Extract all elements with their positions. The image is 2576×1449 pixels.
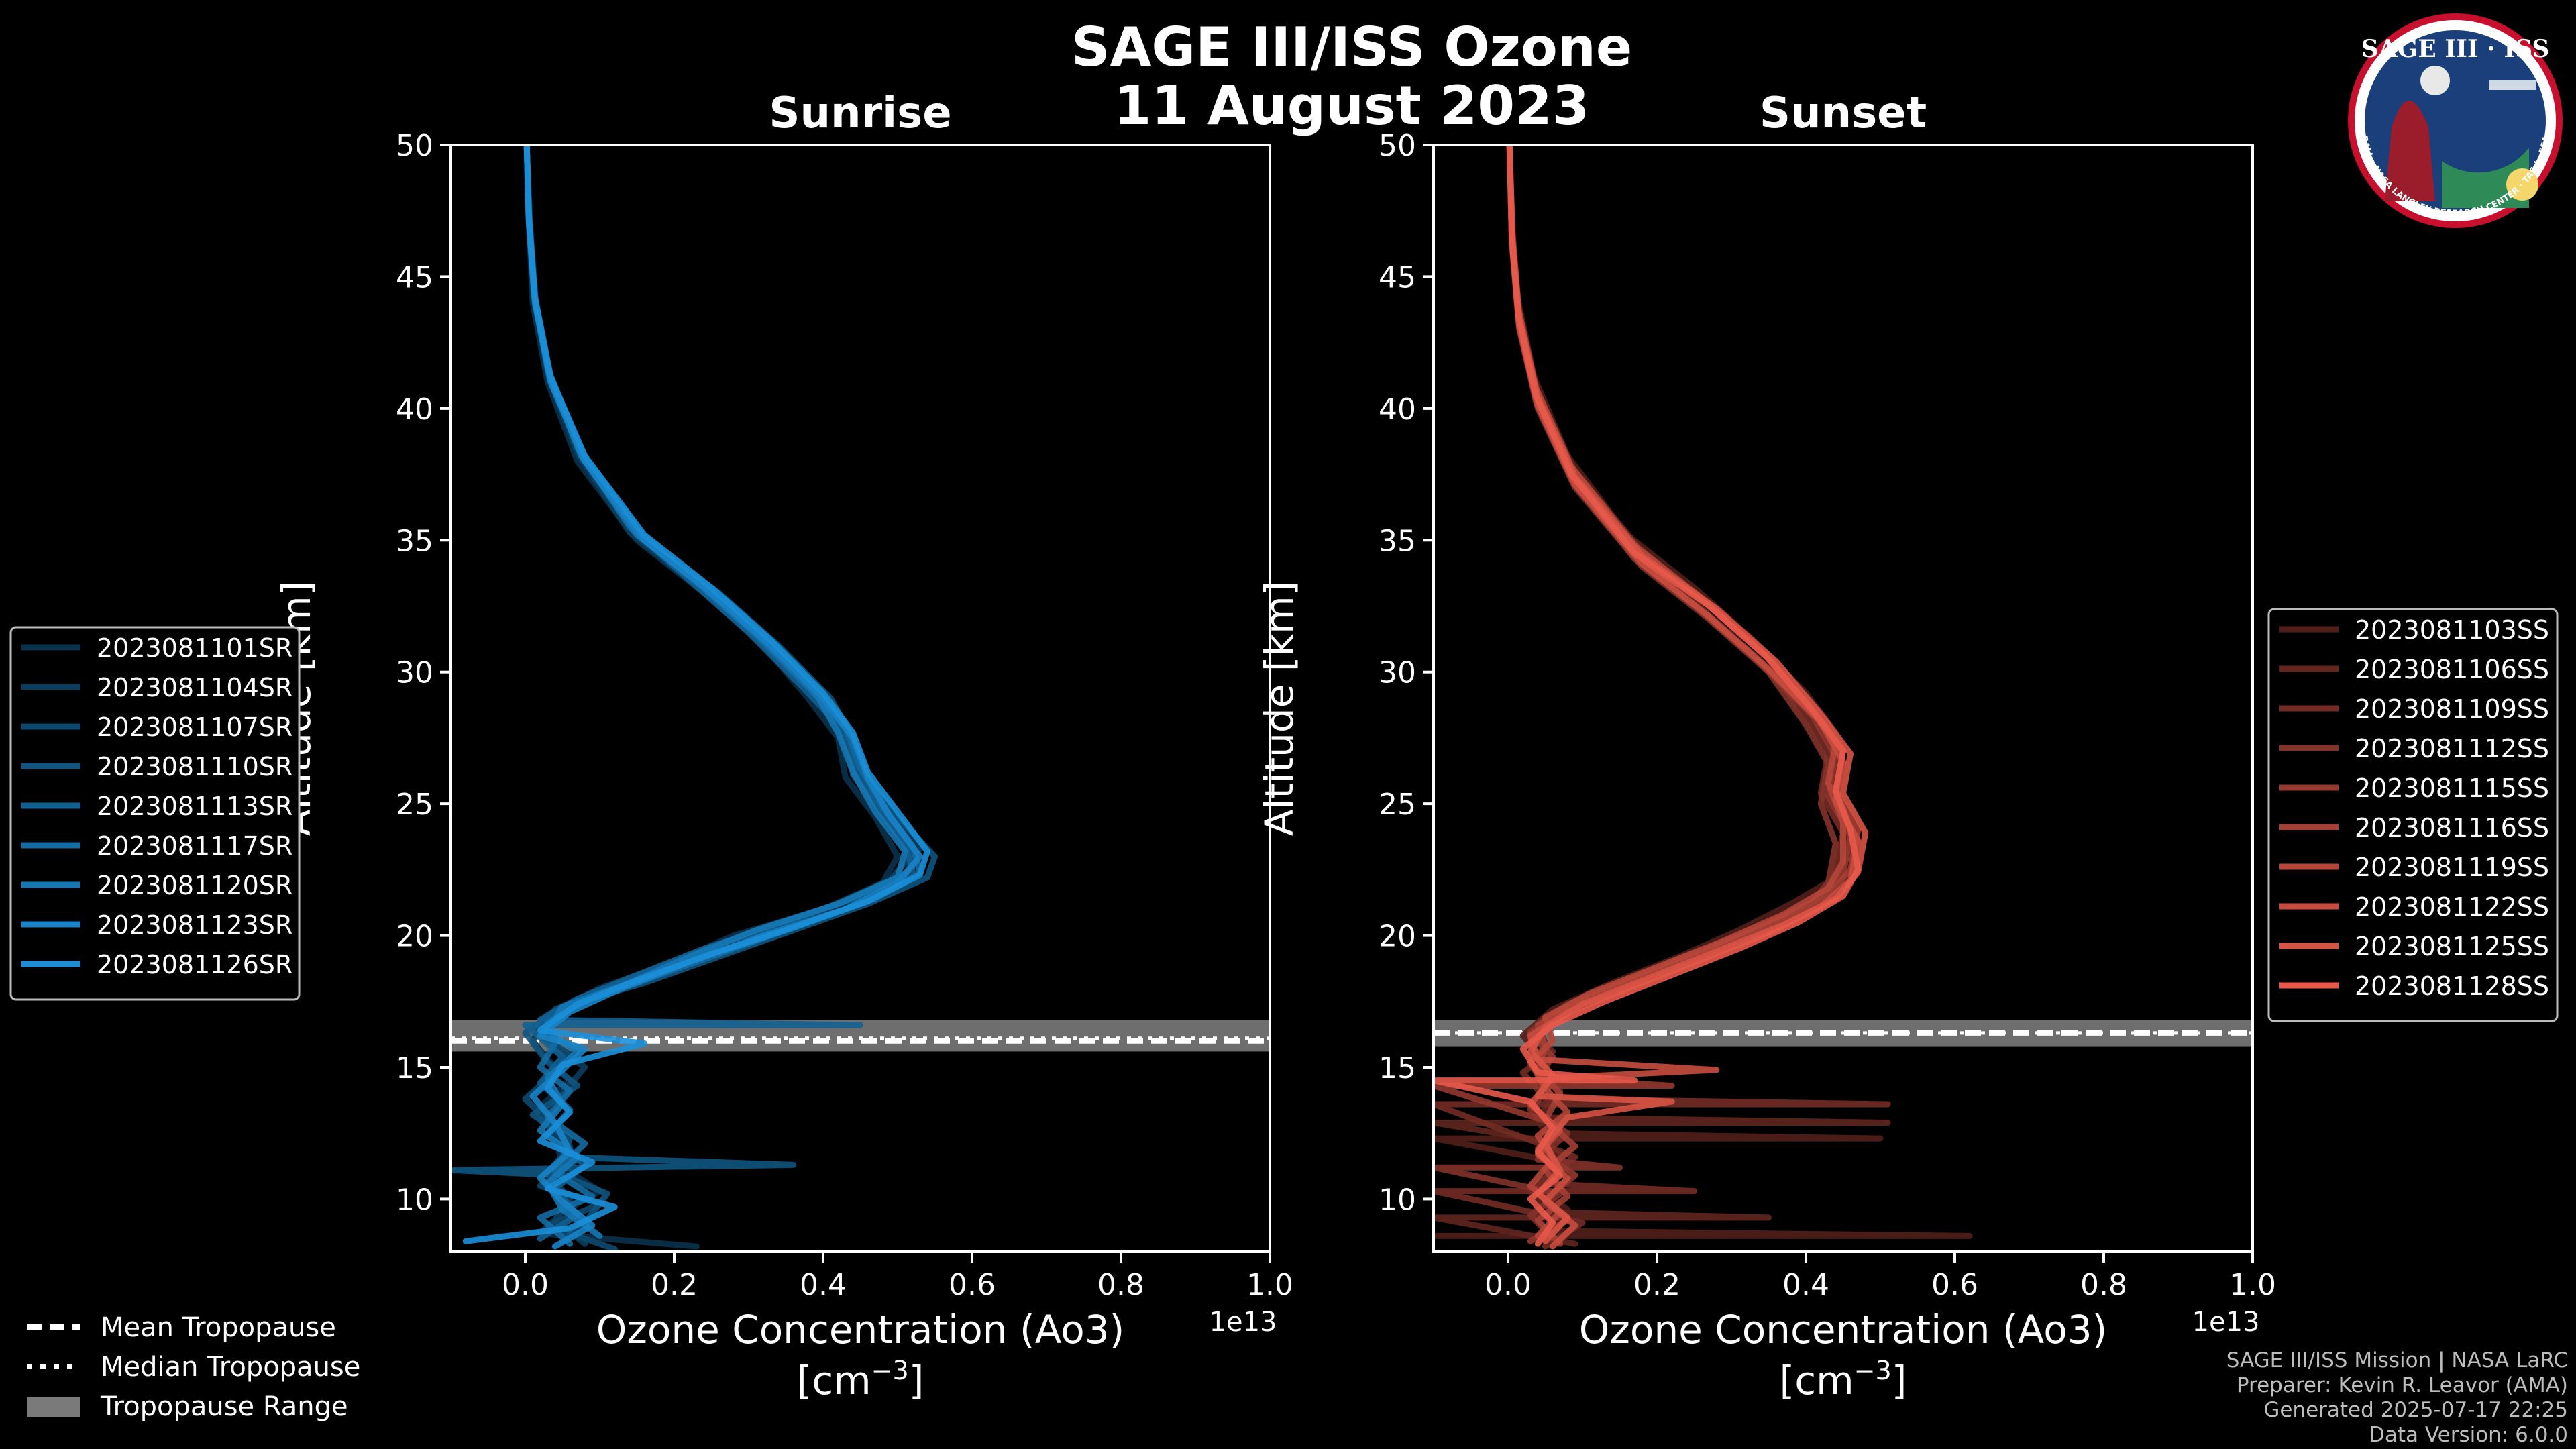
x-tick-label: 0.2 <box>1633 1268 1680 1302</box>
legend-label: 2023081110SR <box>97 752 292 782</box>
legend-label: 2023081101SR <box>97 633 292 663</box>
sage-logo: SAGE III · ISS BALL · NASA LANGLEY RESEA… <box>2348 13 2563 228</box>
legend-label: 2023081117SR <box>97 831 292 861</box>
series-legend: 2023081103SS 2023081106SS 2023081109SS 2023… <box>2267 608 2559 1022</box>
x-axis-units: [cm−3] <box>1780 1356 1907 1403</box>
credit-line-4: Data Version: 6.0.0 <box>2369 1423 2568 1447</box>
y-tick-label: 25 <box>1379 788 1416 822</box>
x-tick-label: 0.6 <box>949 1268 996 1302</box>
x-tick-label: 0.6 <box>1931 1268 1978 1302</box>
panel-title: Sunrise <box>769 89 951 138</box>
x-units-close: ] <box>909 1358 924 1403</box>
x-units-exponent: −3 <box>871 1356 909 1385</box>
x-units-base: [cm <box>797 1358 871 1403</box>
profile-line <box>1506 145 1869 1244</box>
legend-label: 2023081122SS <box>2355 892 2549 922</box>
legend-label: 2023081104SR <box>97 673 292 702</box>
y-tick-label: 35 <box>1379 524 1416 558</box>
y-tick-label: 40 <box>1379 392 1416 427</box>
y-tick-label: 40 <box>396 392 433 427</box>
legend-label: 2023081107SR <box>97 712 292 742</box>
legend-label: 2023081128SS <box>2355 971 2549 1001</box>
legend-label: 2023081125SS <box>2355 932 2549 961</box>
legend-label: 2023081120SR <box>97 871 292 900</box>
y-tick-label: 50 <box>1379 129 1416 163</box>
x-tick-label: 1.0 <box>2229 1268 2276 1302</box>
y-tick-label: 25 <box>396 788 433 822</box>
legend-label: 2023081126SR <box>97 950 292 979</box>
x-units-close: ] <box>1892 1358 1907 1403</box>
y-tick-label: 30 <box>1379 656 1416 690</box>
logo-station-icon <box>2489 80 2536 90</box>
y-tick-label: 10 <box>1379 1183 1416 1217</box>
plot-frame <box>449 144 1271 1253</box>
legend-label: 2023081112SS <box>2355 734 2549 763</box>
main-title-line2: 11 August 2023 <box>1114 74 1590 137</box>
legend-label: 2023081103SS <box>2355 615 2549 645</box>
x-axis-label: Ozone Concentration (Ao3) <box>596 1307 1125 1352</box>
panel-title: Sunset <box>1760 89 1927 138</box>
x-tick-label: 0.2 <box>651 1268 698 1302</box>
median-tropopause-label: Median Tropopause <box>101 1352 360 1383</box>
x-tick-label: 0.0 <box>502 1268 549 1302</box>
y-axis-label: Altitude [km] <box>1256 581 1302 836</box>
legend-frame <box>2267 608 2559 1022</box>
legend-label: 2023081123SR <box>97 910 292 940</box>
logo-figure-icon <box>2385 101 2435 201</box>
profile-line <box>462 145 930 1244</box>
y-tick-label: 35 <box>396 524 433 558</box>
x-tick-label: 0.8 <box>2080 1268 2127 1302</box>
y-tick-label: 15 <box>1379 1051 1416 1085</box>
x-tick-label: 0.0 <box>1485 1268 1532 1302</box>
tropopause-range-label: Tropopause Range <box>100 1391 348 1422</box>
series-legend: 2023081101SR 2023081104SR 2023081107SR 2023… <box>9 626 301 1001</box>
credits: SAGE III/ISS Mission | NASA LaRC Prepare… <box>2226 1348 2568 1447</box>
x-tick-label: 0.4 <box>800 1268 847 1302</box>
x-tick-label: 0.4 <box>1782 1268 1829 1302</box>
x-offset-label: 1e13 <box>2192 1307 2260 1338</box>
y-tick-label: 45 <box>1379 260 1416 294</box>
legend-label: 2023081119SS <box>2355 853 2549 882</box>
sunset-panel: 10 15 20 25 30 35 40 45 50 0.0 0.2 0.4 0.6 0.8 1.0 1e13… <box>1256 89 2559 1403</box>
legend-label: 2023081113SR <box>97 792 292 821</box>
tropopause-legend: Mean Tropopause Median Tropopause Tropop… <box>27 1312 360 1422</box>
x-tick-label: 0.8 <box>1097 1268 1144 1302</box>
logo-sun-icon <box>2506 168 2538 201</box>
legend-label: 2023081115SS <box>2355 773 2549 803</box>
y-tick-label: 30 <box>396 656 433 690</box>
legend-label: 2023081109SS <box>2355 694 2549 724</box>
logo-text: SAGE III · ISS <box>2361 35 2550 63</box>
legend-frame <box>9 626 301 1001</box>
x-axis-units: [cm−3] <box>797 1356 924 1403</box>
sunrise-panel: 10 15 20 25 30 35 40 45 50 0.0 0.2 0.4 0.6 0.8 1.0 1e13… <box>9 89 1293 1403</box>
tropopause-range-swatch <box>27 1397 80 1417</box>
plot-area <box>1434 145 2253 1252</box>
y-tick-label: 45 <box>396 260 433 294</box>
y-tick-label: 10 <box>396 1183 433 1217</box>
y-tick-label: 50 <box>396 129 433 163</box>
legend-label: 2023081116SS <box>2355 813 2549 843</box>
x-offset-label: 1e13 <box>1210 1307 1277 1338</box>
credit-line-2: Preparer: Kevin R. Leavor (AMA) <box>2237 1373 2568 1397</box>
credit-line-3: Generated 2025-07-17 22:25 <box>2263 1398 2568 1422</box>
logo-moon-icon <box>2420 66 2450 95</box>
y-tick-label: 20 <box>396 920 433 954</box>
y-tick-label: 15 <box>396 1051 433 1085</box>
x-axis-label: Ozone Concentration (Ao3) <box>1579 1307 2108 1352</box>
y-tick-label: 20 <box>1379 920 1416 954</box>
logo-earth-icon <box>2442 148 2529 208</box>
plot-content <box>451 145 1270 1252</box>
x-tick-label: 1.0 <box>1246 1268 1293 1302</box>
legend-label: 2023081106SS <box>2355 655 2549 684</box>
main-title-line1: SAGE III/ISS Ozone <box>1071 16 1632 78</box>
mean-tropopause-label: Mean Tropopause <box>101 1312 336 1343</box>
x-units-base: [cm <box>1780 1358 1854 1403</box>
credit-line-1: SAGE III/ISS Mission | NASA LaRC <box>2226 1348 2568 1373</box>
x-units-exponent: −3 <box>1854 1356 1892 1385</box>
profile-line <box>1434 145 1862 1247</box>
plot-content <box>1434 145 2253 1250</box>
plot-frame <box>1432 144 2254 1253</box>
